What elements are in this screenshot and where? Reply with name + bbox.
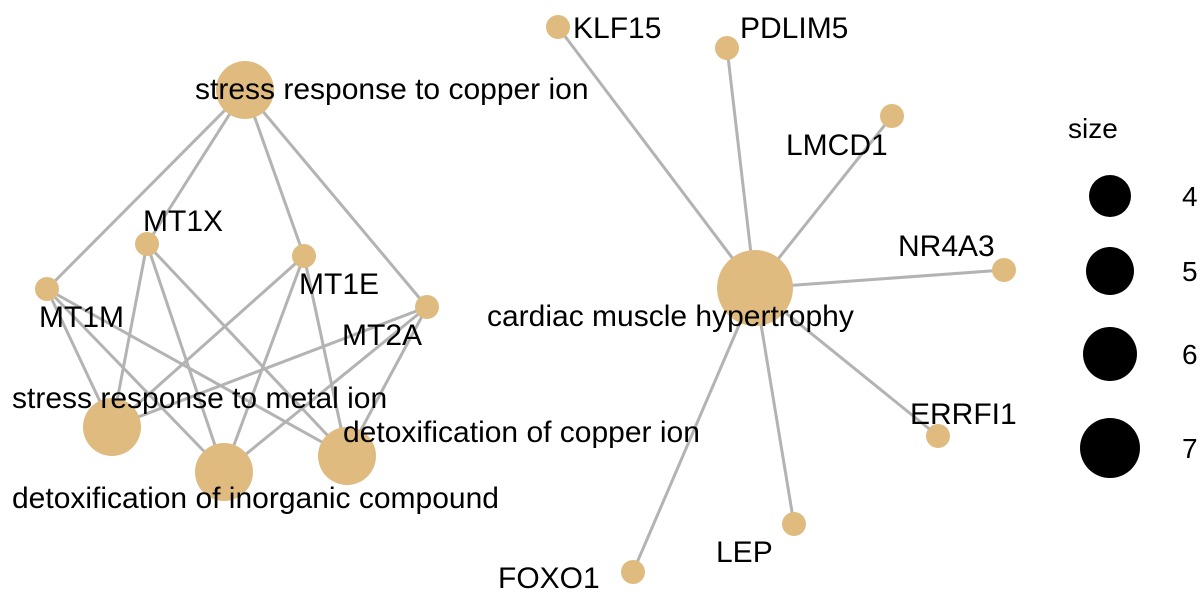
- edge-detox_copper-MT1E: [302, 255, 349, 457]
- edge-detox_copper-MT1X: [145, 242, 349, 458]
- node-label-cardiac: cardiac muscle hypertrophy: [487, 300, 854, 333]
- node-detox_copper: [318, 427, 376, 485]
- node-LEP: [782, 512, 806, 536]
- node-FOXO1: [621, 560, 645, 584]
- edge-detox_inorganic-MT1X: [145, 243, 226, 473]
- edge-cardiac-NR4A3: [754, 268, 1005, 290]
- edge-cardiac-LEP: [753, 287, 796, 525]
- legend-title: size: [1068, 113, 1118, 144]
- node-MT1M: [35, 277, 59, 301]
- edge-stress_copper-MT1E: [243, 89, 306, 257]
- node-MT1X: [135, 232, 159, 256]
- legend-label-4: 4: [1182, 181, 1198, 212]
- legend-dot-7: [1080, 418, 1140, 478]
- edge-cardiac-ERRFI1: [754, 286, 939, 438]
- edge-stress_copper-MT2A: [243, 89, 429, 308]
- node-label-MT1E: MT1E: [299, 268, 379, 301]
- edge-stress_copper-MT1M: [45, 88, 247, 291]
- node-MT1E: [292, 244, 316, 268]
- legend-dot-5: [1086, 247, 1134, 295]
- edge-detox_copper-MT1M: [46, 287, 348, 458]
- node-cardiac: [717, 250, 793, 326]
- edge-stress_metal-MT1E: [111, 254, 305, 429]
- node-label-NR4A3: NR4A3: [898, 230, 995, 263]
- edge-cardiac-PDLIM5: [725, 47, 757, 289]
- node-detox_inorganic: [195, 443, 253, 501]
- node-PDLIM5: [715, 36, 739, 60]
- edge-detox_inorganic-MT1E: [222, 255, 306, 473]
- node-MT2A: [415, 295, 439, 319]
- node-ERRFI1: [926, 424, 950, 448]
- nodes-layer: [35, 15, 1016, 584]
- edge-cardiac-FOXO1: [631, 287, 757, 573]
- node-label-FOXO1: FOXO1: [498, 562, 600, 595]
- edge-stress_metal-MT2A: [111, 305, 428, 429]
- node-label-KLF15: KLF15: [573, 12, 661, 45]
- node-label-ERRFI1: ERRFI1: [910, 398, 1017, 431]
- node-label-detox_inorganic: detoxification of inorganic compound: [12, 482, 499, 515]
- edge-detox_inorganic-MT2A: [223, 305, 428, 474]
- node-stress_metal: [83, 398, 141, 456]
- node-NR4A3: [992, 258, 1016, 282]
- node-LMCD1: [880, 104, 904, 128]
- node-label-MT1X: MT1X: [143, 205, 223, 238]
- node-label-MT2A: MT2A: [342, 319, 422, 352]
- size-legend: size 4 5 6 7: [1068, 113, 1198, 478]
- edge-detox_inorganic-MT1M: [45, 287, 226, 474]
- legend-dot-6: [1083, 327, 1137, 381]
- edge-cardiac-KLF15: [556, 26, 757, 289]
- labels-layer: stress response to copper ion stress resp…: [12, 12, 1017, 595]
- legend-label-6: 6: [1182, 339, 1198, 370]
- node-label-LMCD1: LMCD1: [786, 129, 888, 162]
- node-label-stress_metal: stress response to metal ion: [12, 382, 387, 415]
- node-label-stress_copper: stress response to copper ion: [195, 73, 589, 106]
- legend-label-5: 5: [1182, 256, 1198, 287]
- edges-layer: [45, 26, 1005, 573]
- node-KLF15: [546, 15, 570, 39]
- node-label-detox_copper: detoxification of copper ion: [343, 416, 700, 449]
- node-stress_copper: [216, 61, 274, 119]
- legend-dot-4: [1089, 175, 1131, 217]
- node-label-PDLIM5: PDLIM5: [740, 12, 848, 45]
- node-label-LEP: LEP: [716, 536, 773, 569]
- legend-label-7: 7: [1182, 433, 1198, 464]
- edge-stress_copper-MT1X: [145, 89, 247, 245]
- node-label-MT1M: MT1M: [39, 301, 124, 334]
